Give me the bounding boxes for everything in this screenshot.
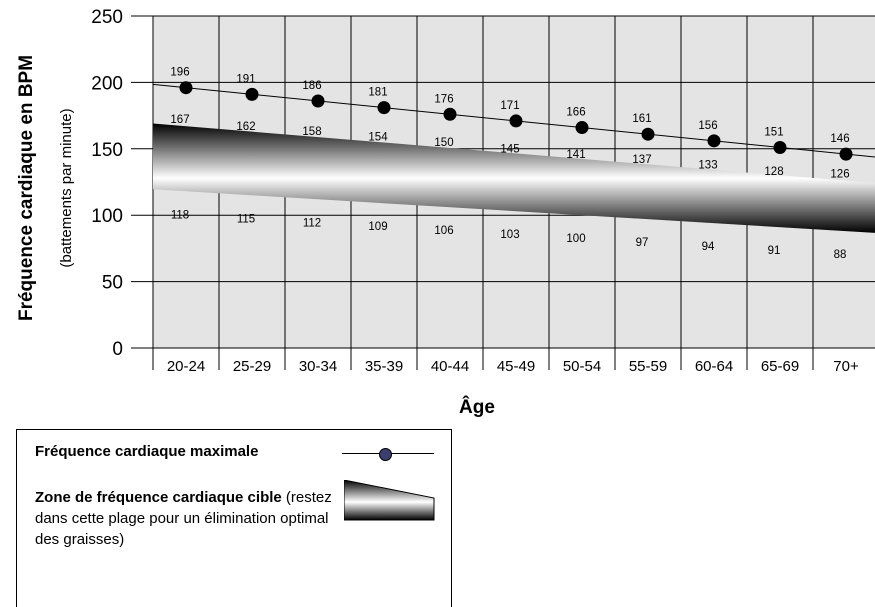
legend: Fréquence cardiaque maximale Zone de fré… xyxy=(16,429,452,607)
zone-lower-label: 103 xyxy=(500,229,519,241)
y-tick-label: 150 xyxy=(91,140,123,161)
zone-upper-label: 145 xyxy=(500,143,519,155)
y-axis-title: Fréquence cardiaque en BPM xyxy=(16,55,37,321)
x-tick-label: 70+ xyxy=(833,358,859,375)
max-hr-marker xyxy=(179,81,193,95)
zone-upper-label: 150 xyxy=(434,137,453,149)
max-hr-label: 156 xyxy=(698,120,717,132)
zone-lower-label: 118 xyxy=(171,209,189,221)
zone-lower-label: 94 xyxy=(702,241,715,253)
x-tick-label: 30-34 xyxy=(299,358,337,375)
zone-upper-label: 133 xyxy=(698,159,717,171)
x-tick-label: 45-49 xyxy=(497,358,535,375)
zone-lower-label: 88 xyxy=(834,249,847,261)
max-hr-label: 151 xyxy=(764,126,783,138)
y-axis-ticks: 0 50 100 150 200 250 xyxy=(91,7,123,360)
max-hr-marker xyxy=(707,134,721,148)
max-hr-marker xyxy=(377,101,391,115)
legend-max-label: Fréquence cardiaque maximale xyxy=(35,443,259,460)
x-tick-label: 20-24 xyxy=(167,358,205,375)
heart-rate-chart: 196 191 186 181 176 171 166 161 156 151 146 167 162 1… xyxy=(16,7,875,418)
max-hr-label: 191 xyxy=(236,73,255,85)
x-tick-label: 40-44 xyxy=(431,358,469,375)
zone-upper-label: 167 xyxy=(170,114,189,126)
legend-zone-rest: (restez dans cette plage pour un élimina… xyxy=(35,489,332,548)
x-tick-label: 25-29 xyxy=(233,358,271,375)
y-tick-label: 100 xyxy=(91,206,123,227)
zone-upper-label: 162 xyxy=(236,121,255,133)
legend-zone-bold: Zone de fréquence cardiaque cible xyxy=(35,489,282,506)
zone-upper-label: 137 xyxy=(632,154,651,166)
max-hr-label: 186 xyxy=(302,80,321,92)
max-hr-marker xyxy=(509,114,523,128)
max-hr-marker xyxy=(575,121,589,135)
zone-upper-label: 126 xyxy=(830,169,849,181)
max-hr-marker xyxy=(443,107,457,121)
y-tick-label: 0 xyxy=(112,339,123,360)
max-heart-rate-markers xyxy=(179,81,853,161)
y-tick-label: 50 xyxy=(102,273,123,294)
max-hr-label: 176 xyxy=(434,93,453,105)
max-hr-marker xyxy=(839,147,853,161)
y-tick-label: 250 xyxy=(91,7,123,28)
max-hr-label: 146 xyxy=(830,133,849,145)
max-hr-marker xyxy=(311,94,325,108)
zone-upper-label: 154 xyxy=(368,131,388,143)
zone-lower-label: 91 xyxy=(768,245,781,257)
zone-upper-label: 158 xyxy=(302,126,321,138)
max-hr-marker xyxy=(773,140,787,154)
zone-lower-label: 97 xyxy=(636,237,649,249)
legend-max-marker xyxy=(379,448,392,461)
max-hr-marker xyxy=(641,127,655,141)
target-zone-band xyxy=(153,123,875,233)
zone-lower-label: 100 xyxy=(566,233,585,245)
y-axis-subtitle: (battements par minute) xyxy=(58,108,75,267)
max-hr-marker xyxy=(245,87,259,101)
zone-lower-label: 106 xyxy=(434,225,453,237)
zone-upper-label: 128 xyxy=(764,166,783,178)
zone-lower-label: 112 xyxy=(303,217,321,229)
max-hr-label: 181 xyxy=(368,87,387,99)
zone-upper-label: 141 xyxy=(566,149,585,161)
legend-zone-text: Zone de fréquence cardiaque cible (reste… xyxy=(35,487,335,550)
zone-lower-label: 109 xyxy=(368,221,387,233)
max-hr-label: 171 xyxy=(500,100,519,112)
x-axis-title: Âge xyxy=(459,396,495,418)
max-hr-label: 166 xyxy=(566,107,585,119)
x-tick-label: 65-69 xyxy=(761,358,799,375)
y-tick-label: 200 xyxy=(91,73,123,94)
x-tick-label: 35-39 xyxy=(365,358,403,375)
x-axis-ticks: 20-24 25-29 30-34 35-39 40-44 45-49 50-54 55-59… xyxy=(167,358,859,375)
legend-zone-swatch xyxy=(344,480,435,521)
max-hr-label: 196 xyxy=(170,67,189,79)
value-labels: 196 191 186 181 176 171 166 161 156 151 146 167 162 1… xyxy=(170,67,849,261)
zone-lower-label: 115 xyxy=(237,213,255,225)
x-tick-label: 50-54 xyxy=(563,358,601,375)
x-tick-label: 55-59 xyxy=(629,358,667,375)
max-hr-label: 161 xyxy=(632,113,651,125)
x-tick-label: 60-64 xyxy=(695,358,733,375)
